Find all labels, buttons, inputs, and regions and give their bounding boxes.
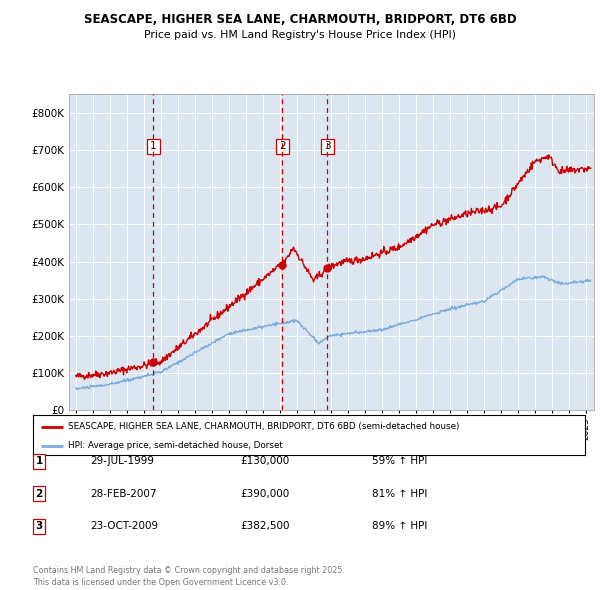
Text: 2: 2 — [279, 142, 286, 152]
Text: 81% ↑ HPI: 81% ↑ HPI — [372, 489, 427, 499]
Text: Contains HM Land Registry data © Crown copyright and database right 2025.
This d: Contains HM Land Registry data © Crown c… — [33, 566, 345, 587]
Text: 2: 2 — [35, 489, 43, 499]
Text: 59% ↑ HPI: 59% ↑ HPI — [372, 457, 427, 466]
Text: 89% ↑ HPI: 89% ↑ HPI — [372, 522, 427, 531]
Text: Price paid vs. HM Land Registry's House Price Index (HPI): Price paid vs. HM Land Registry's House … — [144, 30, 456, 40]
Text: 28-FEB-2007: 28-FEB-2007 — [90, 489, 157, 499]
Text: 29-JUL-1999: 29-JUL-1999 — [90, 457, 154, 466]
Text: 23-OCT-2009: 23-OCT-2009 — [90, 522, 158, 531]
Text: SEASCAPE, HIGHER SEA LANE, CHARMOUTH, BRIDPORT, DT6 6BD: SEASCAPE, HIGHER SEA LANE, CHARMOUTH, BR… — [83, 13, 517, 26]
Text: 1: 1 — [150, 142, 157, 152]
Text: SEASCAPE, HIGHER SEA LANE, CHARMOUTH, BRIDPORT, DT6 6BD (semi-detached house): SEASCAPE, HIGHER SEA LANE, CHARMOUTH, BR… — [68, 422, 459, 431]
Text: HPI: Average price, semi-detached house, Dorset: HPI: Average price, semi-detached house,… — [68, 441, 283, 450]
Text: £390,000: £390,000 — [240, 489, 289, 499]
Text: 3: 3 — [324, 142, 331, 152]
Text: £382,500: £382,500 — [240, 522, 290, 531]
Text: 3: 3 — [35, 522, 43, 531]
Text: 1: 1 — [35, 457, 43, 466]
Text: £130,000: £130,000 — [240, 457, 289, 466]
